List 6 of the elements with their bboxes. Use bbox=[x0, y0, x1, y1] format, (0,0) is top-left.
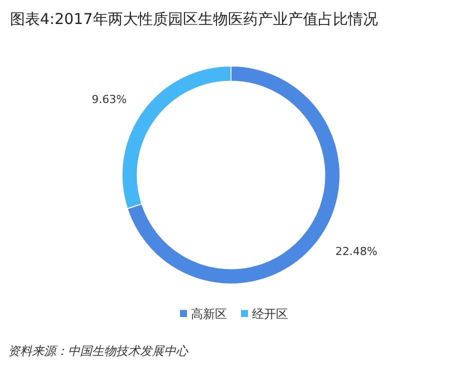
data-label: 22.48% bbox=[335, 244, 378, 258]
data-label: 9.63% bbox=[92, 93, 127, 106]
legend-label: 高新区 bbox=[191, 307, 227, 321]
legend-label: 经开区 bbox=[252, 307, 288, 321]
text: 资料来源：中国生物技术发展中心 bbox=[8, 344, 189, 358]
chart-title: 图表4:2017年两大性质园区生物医药产业产值占比情况 bbox=[10, 10, 378, 28]
